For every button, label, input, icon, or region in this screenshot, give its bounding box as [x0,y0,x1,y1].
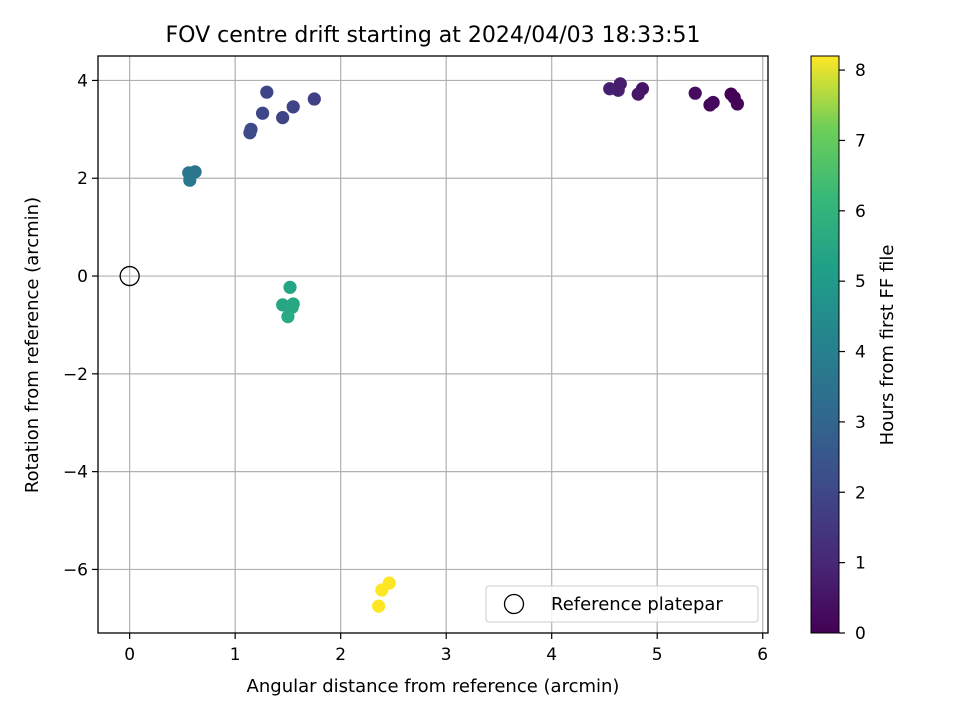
colorbar-tick-label: 3 [855,413,866,433]
colorbar-ticks: 0 1 2 3 4 5 6 7 8 [839,61,866,644]
data-points [119,77,745,613]
data-point [255,106,270,120]
legend-marker-open-circle [503,593,525,615]
plot-area-frame [97,55,769,634]
x-tick-label: 5 [652,645,663,665]
x-tick-label: 4 [546,645,557,665]
x-tick-label: 3 [441,645,452,665]
x-tick-label: 1 [230,645,241,665]
colorbar [810,55,840,634]
legend-box [485,585,759,623]
legend: Reference platepar [485,585,759,623]
colorbar-label: Hours from first FF file [877,245,898,446]
data-point [730,97,745,111]
x-axis-label: Angular distance from reference (arcmin) [247,676,620,697]
x-tick-label: 0 [124,645,135,665]
data-point [276,111,290,125]
data-point [706,95,720,110]
data-point [283,280,297,294]
data-point [260,85,274,99]
y-axis-label: Rotation from reference (arcmin) [22,197,43,493]
data-point [375,583,389,597]
data-point [183,173,197,187]
colorbar-tick-label: 8 [855,61,866,81]
x-tick-label: 2 [335,645,346,665]
chart-title: FOV centre drift starting at 2024/04/03 … [166,23,701,48]
legend-label-reference: Reference platepar [551,594,723,615]
y-tick-label: −6 [63,560,88,580]
data-point [688,86,702,100]
y-tick-label: 4 [77,71,88,91]
data-point [243,126,257,140]
y-tick-label: 0 [77,267,88,287]
colorbar-tick-label: 4 [855,343,866,363]
y-tick-label: −4 [63,463,88,483]
data-point [631,87,645,101]
x-axis-ticks: 0 1 2 3 4 5 6 [124,633,768,665]
colorbar-tick-label: 6 [855,202,866,222]
data-point [281,310,295,324]
colorbar-tick-label: 7 [855,131,866,151]
data-point [286,100,300,114]
colorbar-tick-label: 0 [855,624,866,644]
reference-platepar-marker [119,265,140,287]
data-point [307,92,321,106]
y-tick-label: −2 [63,365,88,385]
data-point [603,82,617,96]
data-point [372,599,386,613]
colorbar-tick-label: 1 [855,554,866,574]
grid-lines [98,56,768,633]
colorbar-tick-label: 5 [855,272,866,292]
y-tick-label: 2 [77,169,88,189]
colorbar-tick-label: 2 [855,483,866,503]
y-axis-ticks: −6 −4 −2 0 2 4 [63,71,98,580]
x-tick-label: 6 [757,645,768,665]
